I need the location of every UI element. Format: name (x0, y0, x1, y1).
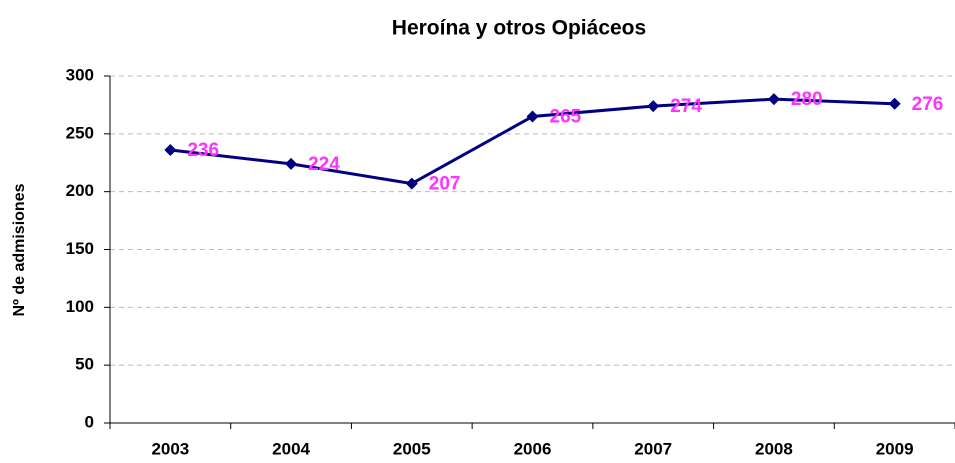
y-tick-label: 50 (75, 355, 94, 374)
y-tick-label: 300 (66, 65, 94, 84)
y-tick-label: 200 (66, 181, 94, 200)
chart-title: Heroína y otros Opiáceos (392, 17, 646, 40)
y-axis-label: Nº de admisiones (11, 183, 28, 316)
x-tick-label: 2008 (755, 439, 793, 458)
x-tick-label: 2004 (272, 439, 310, 458)
data-label: 280 (791, 89, 823, 110)
x-tick-label: 2005 (393, 439, 431, 458)
y-tick-label: 0 (85, 412, 94, 431)
data-label: 236 (187, 140, 219, 161)
marker (164, 144, 177, 157)
data-label: 274 (670, 96, 702, 117)
data-label: 207 (429, 174, 461, 195)
marker (888, 97, 901, 110)
marker (647, 100, 660, 113)
x-tick-label: 2003 (151, 439, 189, 458)
x-tick-label: 2007 (634, 439, 672, 458)
x-tick-label: 2006 (514, 439, 552, 458)
x-tick-label: 2009 (876, 439, 914, 458)
marker (405, 177, 418, 190)
data-label: 265 (550, 106, 582, 127)
y-tick-label: 250 (66, 123, 94, 142)
y-tick-label: 150 (66, 239, 94, 258)
marker (526, 110, 539, 123)
marker (285, 157, 298, 170)
data-label: 224 (308, 154, 340, 175)
y-tick-label: 100 (66, 297, 94, 316)
marker (767, 93, 780, 106)
data-label: 276 (912, 94, 944, 115)
